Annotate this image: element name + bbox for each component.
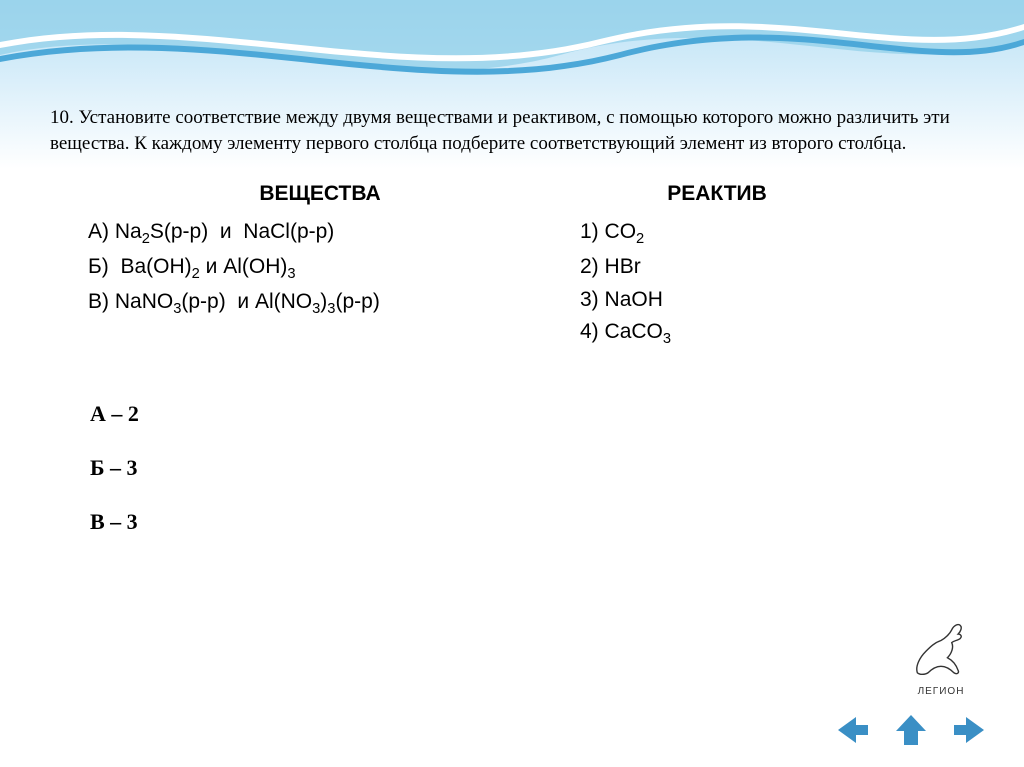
answers: А – 2 Б – 3 В – 3 bbox=[50, 401, 974, 535]
answer-row: В – 3 bbox=[90, 509, 974, 535]
nav-controls bbox=[828, 711, 994, 749]
reagent-item: 3) NaOH bbox=[580, 284, 974, 317]
substance-item: А) Na2S(р-р) и NaCl(р-р) bbox=[50, 216, 550, 251]
item-formula: NaOH bbox=[605, 288, 663, 311]
item-formula: CO2 bbox=[605, 220, 645, 243]
item-formula: Na2S(р-р) и NaCl(р-р) bbox=[115, 220, 334, 243]
arrow-left-icon bbox=[828, 711, 874, 749]
item-label: В) bbox=[88, 290, 109, 313]
question-body: Установите соответствие между двумя веще… bbox=[50, 107, 950, 154]
answer-row: Б – 3 bbox=[90, 455, 974, 481]
item-formula: NaNO3(р-р) и Al(NO3)3(р-р) bbox=[115, 290, 380, 313]
reagent-item: 4) CaCO3 bbox=[580, 316, 974, 351]
question-number: 10. bbox=[50, 107, 74, 128]
reagent-item: 1) CO2 bbox=[580, 216, 974, 251]
slide: 10. Установите соответствие между двумя … bbox=[0, 0, 1024, 767]
prev-button[interactable] bbox=[828, 711, 874, 749]
item-label: А) bbox=[88, 220, 109, 243]
up-button[interactable] bbox=[888, 711, 934, 749]
reagent-column: РЕАКТИВ 1) CO2 2) HBr 3) NaOH 4) CaCO3 bbox=[580, 182, 974, 351]
item-label: 2) bbox=[580, 255, 599, 278]
logo-label: ЛЕГИОН bbox=[898, 686, 984, 697]
arrow-up-icon bbox=[888, 711, 934, 749]
substance-item: В) NaNO3(р-р) и Al(NO3)3(р-р) bbox=[50, 286, 550, 321]
item-formula: CaCO3 bbox=[605, 320, 672, 343]
horse-icon bbox=[898, 619, 984, 679]
content: 10. Установите соответствие между двумя … bbox=[50, 30, 974, 535]
substance-item: Б) Ba(OH)2 и Al(OH)3 bbox=[50, 251, 550, 286]
substances-column: ВЕЩЕСТВА А) Na2S(р-р) и NaCl(р-р) Б) Ba(… bbox=[50, 182, 550, 351]
next-button[interactable] bbox=[948, 711, 994, 749]
item-formula: Ba(OH)2 и Al(OH)3 bbox=[115, 255, 296, 278]
question-text: 10. Установите соответствие между двумя … bbox=[50, 105, 974, 156]
item-formula: HBr bbox=[605, 255, 641, 278]
logo: ЛЕГИОН bbox=[898, 619, 984, 697]
columns: ВЕЩЕСТВА А) Na2S(р-р) и NaCl(р-р) Б) Ba(… bbox=[50, 182, 974, 351]
reagent-item: 2) HBr bbox=[580, 251, 974, 284]
item-label: Б) bbox=[88, 255, 109, 278]
reagent-header: РЕАКТИВ bbox=[580, 182, 974, 206]
item-label: 1) bbox=[580, 220, 599, 243]
item-label: 4) bbox=[580, 320, 599, 343]
arrow-right-icon bbox=[948, 711, 994, 749]
answer-row: А – 2 bbox=[90, 401, 974, 427]
item-label: 3) bbox=[580, 288, 599, 311]
substances-header: ВЕЩЕСТВА bbox=[50, 182, 550, 206]
